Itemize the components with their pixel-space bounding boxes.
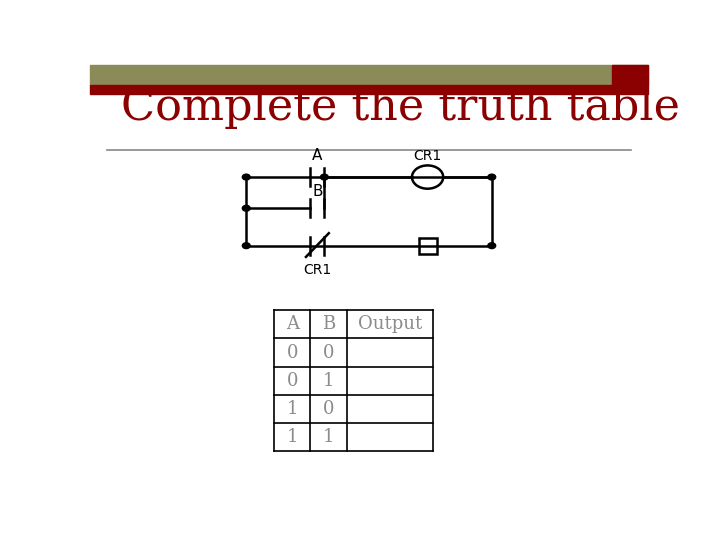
Text: Output: Output (358, 315, 422, 333)
Circle shape (243, 205, 250, 211)
Circle shape (488, 174, 495, 180)
Bar (90, 65, 648, 85)
Text: Complete the truth table: Complete the truth table (121, 86, 680, 129)
Circle shape (320, 174, 328, 180)
Text: B: B (312, 184, 323, 199)
Text: CR1: CR1 (303, 263, 331, 277)
Text: 0: 0 (287, 372, 298, 390)
Bar (418, 238, 436, 254)
Circle shape (488, 243, 495, 248)
Bar (90, 85, 648, 94)
Text: A: A (312, 148, 323, 163)
Circle shape (243, 243, 250, 248)
Text: CR1: CR1 (413, 150, 441, 163)
Text: A: A (286, 315, 299, 333)
Text: 1: 1 (323, 428, 334, 447)
Text: 0: 0 (323, 400, 334, 418)
Text: 1: 1 (287, 428, 298, 447)
Text: 0: 0 (287, 343, 298, 362)
Text: 1: 1 (287, 400, 298, 418)
Circle shape (243, 174, 250, 180)
Bar (612, 65, 648, 85)
Text: 0: 0 (323, 343, 334, 362)
Text: B: B (322, 315, 336, 333)
Text: 1: 1 (323, 372, 334, 390)
